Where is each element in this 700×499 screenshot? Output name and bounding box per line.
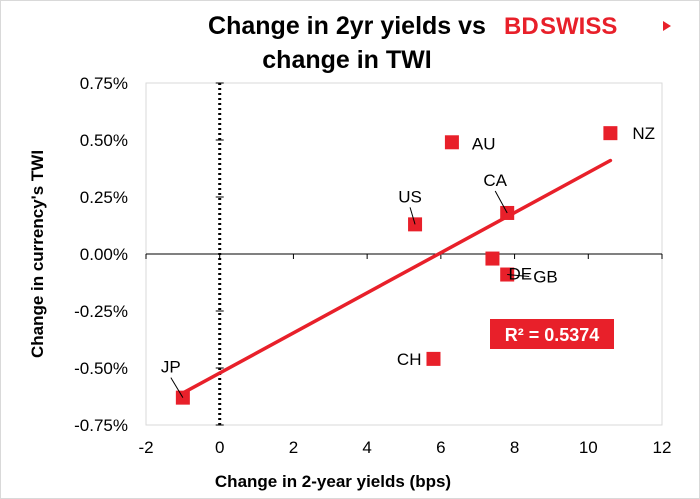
y-tick-label: -0.75% <box>74 416 128 435</box>
point-ch <box>426 351 441 366</box>
x-tick-label: 12 <box>653 438 672 457</box>
x-tick-label: -2 <box>138 438 153 457</box>
brand-logo: BD SWISS <box>504 13 671 40</box>
point-label-nz: NZ <box>632 124 655 143</box>
trendline-group <box>181 158 613 395</box>
y-tick-label: -0.50% <box>74 359 128 378</box>
point-labels-group: NZ AU US CA DE GB CH JP <box>161 124 655 398</box>
point-label-ca: CA <box>483 171 507 190</box>
point-leader-line <box>507 274 530 278</box>
axes: -2 0 2 4 6 8 10 12 0.75% 0.50% 0.25% 0.00% -0.25% -0.… <box>74 74 671 457</box>
brand-logo-arrow-icon <box>663 21 671 31</box>
point-nz <box>603 126 618 141</box>
x-tick-label: 10 <box>579 438 598 457</box>
brand-logo-part1: BD <box>504 13 539 40</box>
point-label-ch: CH <box>397 350 422 369</box>
point-label-de: DE <box>508 265 532 284</box>
point-leader-line <box>170 377 184 398</box>
y-tick-label: -0.25% <box>74 302 128 321</box>
brand-logo-part2: SWISS <box>540 13 617 40</box>
point-au <box>444 135 459 150</box>
point-de <box>485 251 500 266</box>
x-tick-label: 8 <box>510 438 519 457</box>
chart-title-line-2: change in TWI <box>262 46 431 74</box>
point-label-us: US <box>398 187 422 206</box>
y-axis-title: Change in currency's TWI <box>28 150 47 358</box>
point-leader-line <box>494 190 508 214</box>
chart-title-line-1: Change in 2yr yields vs <box>208 12 486 40</box>
r-squared-label: R² = 0.5374 <box>505 325 600 345</box>
point-leader-line <box>409 207 416 225</box>
y-tick-label: 0.00% <box>80 245 128 264</box>
r-squared-badge: R² = 0.5374 <box>490 319 614 349</box>
trendline <box>181 158 613 395</box>
y-tick-label: 0.25% <box>80 188 128 207</box>
point-label-au: AU <box>472 134 496 153</box>
point-label-gb: GB <box>533 268 558 287</box>
x-tick-label: 2 <box>289 438 298 457</box>
x-tick-label: 0 <box>215 438 224 457</box>
point-label-jp: JP <box>161 358 181 377</box>
x-axis-title: Change in 2-year yields (bps) <box>215 472 451 491</box>
x-tick-label: 6 <box>436 438 445 457</box>
y-tick-label: 0.50% <box>80 131 128 150</box>
y-tick-label: 0.75% <box>80 74 128 93</box>
r-squared-box <box>490 319 614 349</box>
x-tick-label: 4 <box>362 438 371 457</box>
